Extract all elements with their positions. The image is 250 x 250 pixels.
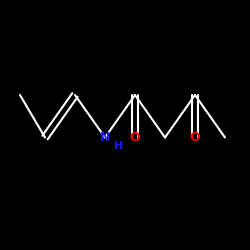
- Text: O: O: [130, 131, 140, 144]
- Text: H: H: [114, 141, 124, 151]
- Text: O: O: [190, 131, 200, 144]
- Text: N: N: [100, 131, 110, 144]
